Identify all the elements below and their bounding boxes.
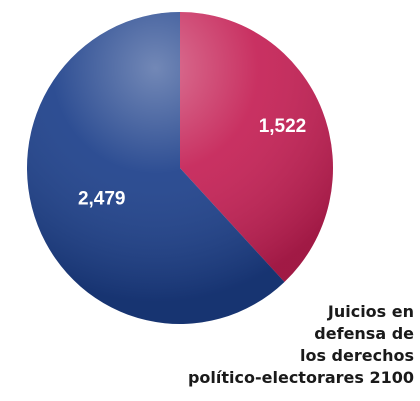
caption-line-4: político-electorares 2100 <box>187 368 414 387</box>
chart-caption: Juicios en defensa de los derechos polít… <box>134 301 414 389</box>
caption-line-3: los derechos <box>299 346 414 365</box>
pie-slice-label-2: 2,479 <box>78 188 126 209</box>
pie-slice-label-1: 1,522 <box>259 116 307 137</box>
caption-line-1: Juicios en <box>327 302 414 321</box>
caption-line-2: defensa de <box>314 324 414 343</box>
